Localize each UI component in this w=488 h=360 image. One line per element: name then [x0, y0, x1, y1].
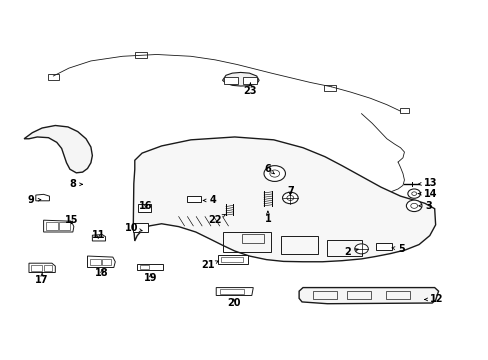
Bar	[45, 222, 58, 230]
Polygon shape	[222, 72, 259, 86]
Bar	[243, 77, 256, 84]
Text: 1: 1	[264, 211, 271, 224]
Bar	[186, 196, 200, 202]
Bar	[346, 291, 370, 299]
Polygon shape	[92, 234, 105, 241]
Polygon shape	[36, 194, 49, 201]
Circle shape	[406, 200, 421, 212]
Circle shape	[354, 244, 367, 254]
Text: 21: 21	[201, 260, 218, 270]
Bar	[135, 52, 147, 58]
Text: 17: 17	[35, 273, 49, 285]
Bar	[138, 204, 151, 212]
Circle shape	[264, 166, 285, 181]
Bar	[375, 243, 391, 250]
Text: 18: 18	[95, 267, 109, 278]
Bar	[222, 232, 271, 252]
Text: 7: 7	[286, 186, 293, 197]
Polygon shape	[299, 288, 438, 304]
Text: 5: 5	[391, 244, 404, 254]
Text: 16: 16	[139, 201, 152, 211]
Bar	[224, 77, 237, 84]
Polygon shape	[137, 264, 162, 270]
Bar	[59, 222, 70, 230]
Polygon shape	[87, 256, 115, 267]
Polygon shape	[216, 288, 253, 296]
Circle shape	[407, 189, 420, 198]
Bar	[399, 108, 408, 113]
Bar	[221, 257, 243, 262]
Bar	[133, 223, 148, 232]
Text: 6: 6	[264, 163, 274, 174]
Circle shape	[282, 192, 298, 204]
Text: 12: 12	[424, 294, 443, 305]
Text: 10: 10	[124, 224, 142, 233]
Text: 8: 8	[69, 179, 82, 189]
Text: 9: 9	[27, 195, 41, 205]
Text: 22: 22	[208, 215, 225, 225]
Bar	[220, 289, 244, 294]
Polygon shape	[133, 137, 435, 262]
Text: 14: 14	[417, 189, 437, 199]
Polygon shape	[217, 255, 248, 264]
Text: 2: 2	[344, 247, 358, 257]
Bar	[102, 259, 111, 265]
Bar	[43, 265, 52, 271]
Text: 3: 3	[418, 201, 431, 211]
Bar	[31, 265, 42, 271]
Text: 4: 4	[203, 195, 216, 206]
Text: 20: 20	[226, 298, 240, 308]
Polygon shape	[43, 220, 74, 232]
Bar	[327, 240, 361, 256]
Text: 23: 23	[243, 83, 257, 96]
Text: 19: 19	[144, 273, 157, 283]
Bar	[281, 235, 317, 253]
Text: 11: 11	[91, 230, 105, 239]
Bar	[385, 291, 409, 299]
Bar	[47, 74, 59, 80]
Bar	[312, 291, 336, 299]
Bar	[90, 259, 101, 265]
Bar	[140, 265, 149, 269]
Bar	[242, 234, 264, 243]
Text: 13: 13	[417, 178, 437, 188]
Polygon shape	[24, 126, 92, 173]
Bar	[324, 85, 335, 91]
Polygon shape	[29, 263, 55, 273]
Text: 15: 15	[64, 215, 78, 225]
